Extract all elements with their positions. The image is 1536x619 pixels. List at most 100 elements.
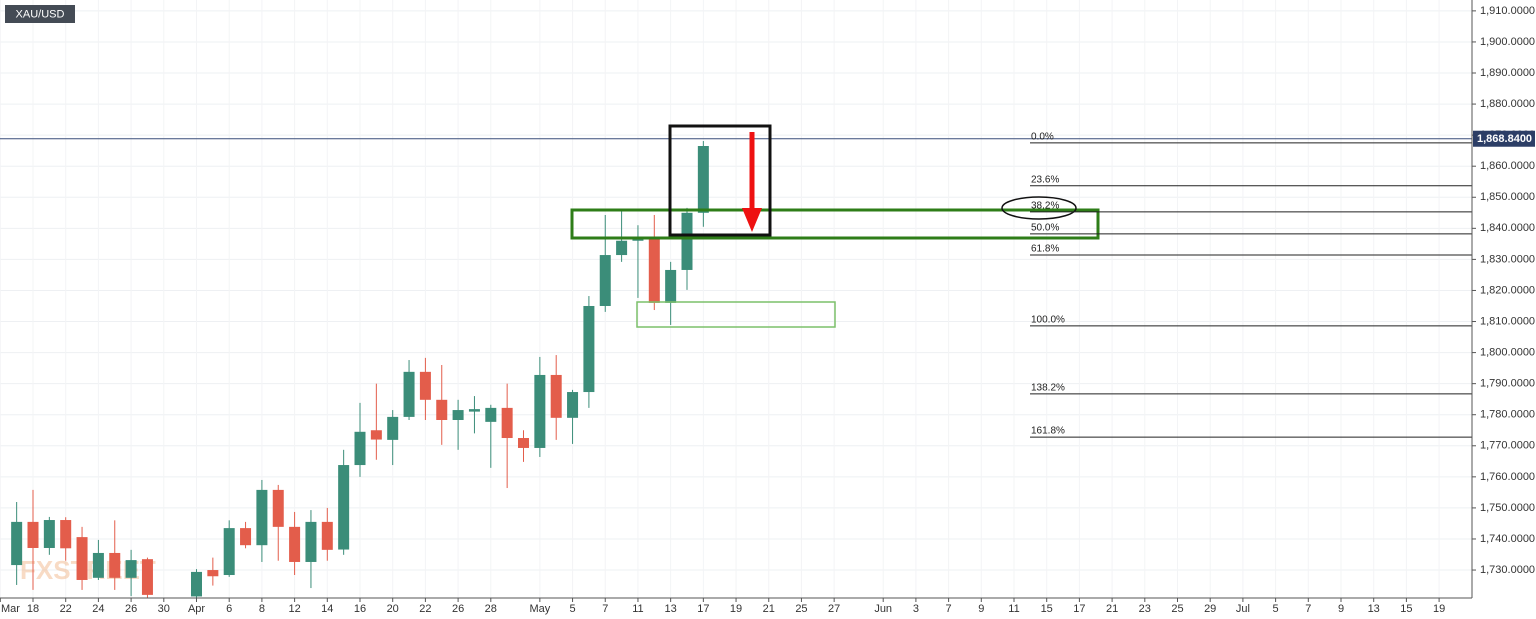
candle-body <box>223 528 235 576</box>
last-price-label: 1,868.8400 <box>1477 133 1532 145</box>
x-tick-label: 26 <box>452 603 464 615</box>
candle-body <box>43 520 55 548</box>
y-tick-label: 1,810.0000 <box>1480 315 1535 327</box>
y-tick-label: 1,910.0000 <box>1480 5 1535 17</box>
candle-body <box>60 520 72 549</box>
x-tick-label: 17 <box>1073 603 1085 615</box>
y-tick-label: 1,760.0000 <box>1480 471 1535 483</box>
candle-body <box>27 521 39 548</box>
y-tick-label: 1,790.0000 <box>1480 378 1535 390</box>
candle-body <box>681 212 693 270</box>
x-tick-label: 25 <box>1171 603 1183 615</box>
y-tick-label: 1,830.0000 <box>1480 253 1535 265</box>
candle-body <box>518 438 529 448</box>
candle-body <box>109 552 121 578</box>
fib-level-label: 100.0% <box>1031 315 1065 326</box>
y-tick-label: 1,740.0000 <box>1480 533 1535 545</box>
candle-body <box>485 407 497 422</box>
candle-body <box>289 526 301 562</box>
y-tick-label: 1,900.0000 <box>1480 36 1535 48</box>
candle-body <box>387 416 399 440</box>
last-price-badge <box>1473 130 1535 147</box>
fib-level-label: 23.6% <box>1031 174 1059 185</box>
x-tick-label: May <box>529 603 550 615</box>
x-tick-label: 15 <box>1400 603 1412 615</box>
candle-body <box>125 560 137 578</box>
fib-level-label: 161.8% <box>1031 426 1065 437</box>
x-tick-label: Jul <box>1236 603 1250 615</box>
x-tick-label: 28 <box>485 603 497 615</box>
x-tick-label: 22 <box>60 603 72 615</box>
x-tick-label: Mar <box>1 603 20 615</box>
x-tick-label: 23 <box>1139 603 1151 615</box>
plot-area <box>11 141 709 598</box>
candle-body <box>256 489 268 546</box>
x-tick-label: Apr <box>188 603 205 615</box>
candle-body <box>92 552 104 578</box>
x-tick-label: 20 <box>387 603 399 615</box>
fib-level-label: 138.2% <box>1031 383 1065 394</box>
x-tick-label: 24 <box>92 603 104 615</box>
x-tick-label: Jun <box>874 603 892 615</box>
x-tick-label: 9 <box>1338 603 1344 615</box>
x-tick-label: 7 <box>602 603 608 615</box>
candle-body <box>141 559 153 595</box>
x-tick-label: 26 <box>125 603 137 615</box>
y-tick-label: 1,780.0000 <box>1480 409 1535 421</box>
y-tick-label: 1,890.0000 <box>1480 67 1535 79</box>
candle-body <box>191 571 202 597</box>
candle-body <box>697 146 709 213</box>
candle-body <box>616 240 628 256</box>
highlight-box <box>668 124 772 237</box>
candle-body <box>550 374 562 418</box>
candle-body <box>419 371 431 400</box>
candle-body <box>583 305 595 393</box>
candle-body <box>452 410 464 420</box>
candle-body <box>76 537 88 580</box>
candle-body <box>370 430 382 440</box>
candle-body <box>665 269 677 303</box>
y-tick-label: 1,750.0000 <box>1480 502 1535 514</box>
resistance-zone <box>570 208 1100 240</box>
y-tick-label: 1,800.0000 <box>1480 346 1535 358</box>
x-tick-label: 21 <box>1106 603 1118 615</box>
y-tick-label: 1,860.0000 <box>1480 160 1535 172</box>
x-tick-label: 7 <box>946 603 952 615</box>
x-tick-label: 14 <box>321 603 333 615</box>
x-tick-label: 16 <box>354 603 366 615</box>
candle-body <box>321 521 333 550</box>
y-tick-label: 1,850.0000 <box>1480 191 1535 203</box>
candle-body <box>11 521 23 566</box>
level-circle <box>1001 196 1077 220</box>
y-tick-label: 1,820.0000 <box>1480 284 1535 296</box>
x-tick-label: 8 <box>259 603 265 615</box>
x-tick-label: 18 <box>27 603 39 615</box>
x-tick-label: 19 <box>730 603 742 615</box>
x-tick-label: 25 <box>795 603 807 615</box>
arrow-head <box>742 208 762 232</box>
fib-level-label: 38.2% <box>1031 201 1059 212</box>
candle-body <box>567 392 579 418</box>
candle-body <box>468 409 480 412</box>
x-tick-label: 11 <box>1008 603 1019 615</box>
candle-body <box>338 465 350 550</box>
y-tick-label: 1,770.0000 <box>1480 440 1535 452</box>
candle-body <box>534 374 546 448</box>
annotations: 0.0% 23.6% 38.2% 50.0% 61.8% 100.0% 138.2% 161.… <box>570 124 1472 438</box>
x-tick-label: 5 <box>1273 603 1279 615</box>
x-tick-label: 3 <box>913 603 919 615</box>
x-tick-label: 7 <box>1305 603 1311 615</box>
x-tick-label: 5 <box>569 603 575 615</box>
symbol-badge <box>5 5 75 23</box>
x-tick-label: 6 <box>226 603 232 615</box>
x-tick-label: 22 <box>419 603 431 615</box>
x-tick-label: 17 <box>697 603 709 615</box>
x-tick-label: 19 <box>1433 603 1445 615</box>
x-tick-label: 13 <box>1368 603 1380 615</box>
x-tick-label: 11 <box>632 603 643 615</box>
grid <box>0 0 1472 598</box>
y-tick-label: 1,840.0000 <box>1480 222 1535 234</box>
